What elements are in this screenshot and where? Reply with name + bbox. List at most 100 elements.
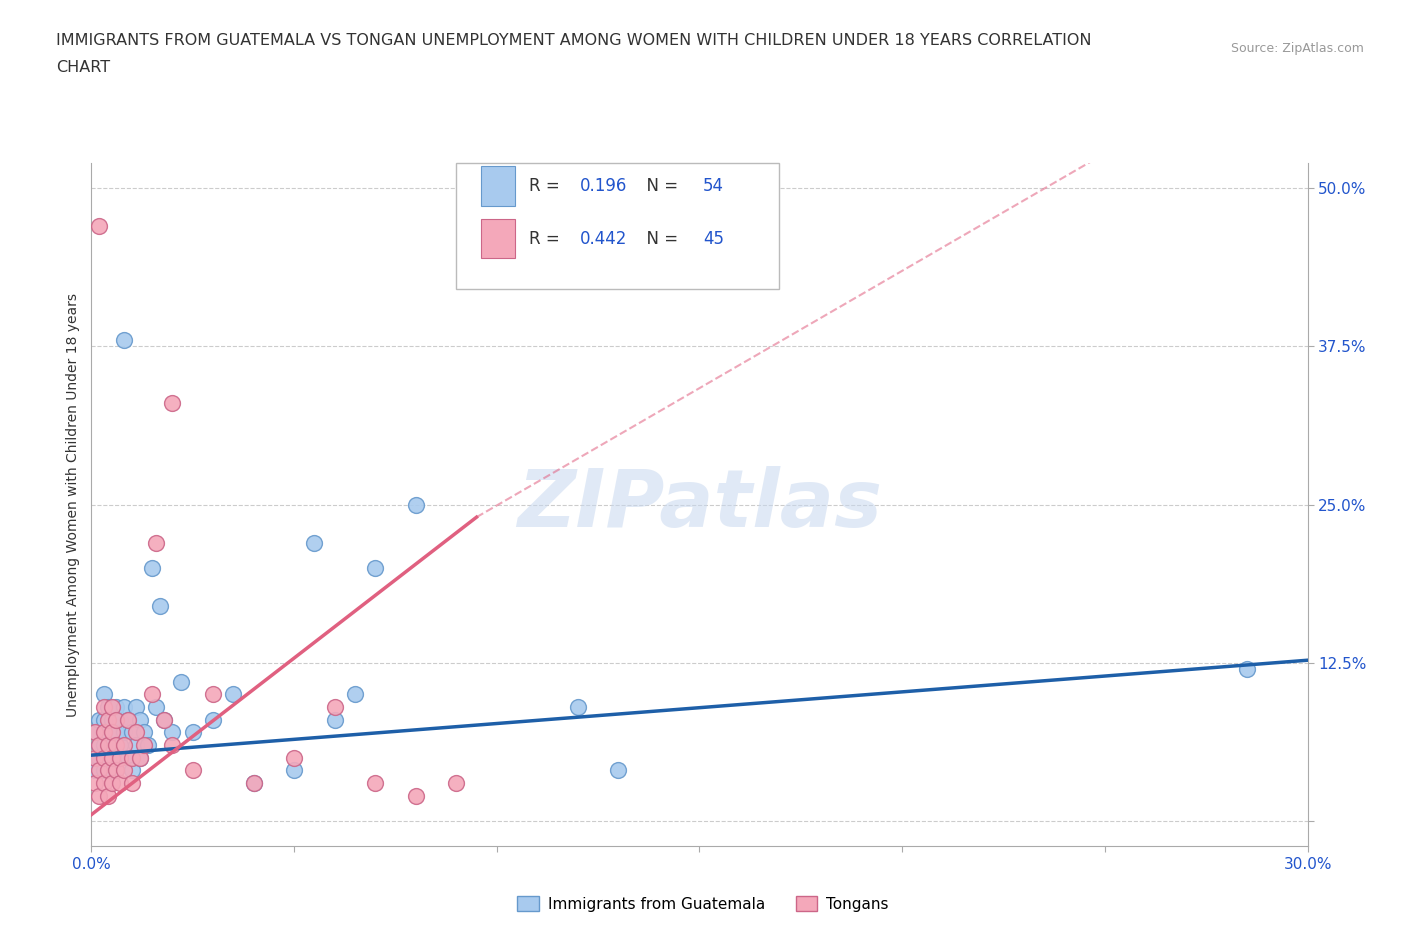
Point	[89, 712, 111, 727]
Text: 54: 54	[703, 177, 724, 195]
Point	[89, 751, 111, 765]
Point	[129, 751, 152, 765]
Point	[117, 712, 139, 727]
Point	[567, 699, 589, 714]
Text: IMMIGRANTS FROM GUATEMALA VS TONGAN UNEMPLOYMENT AMONG WOMEN WITH CHILDREN UNDER: IMMIGRANTS FROM GUATEMALA VS TONGAN UNEM…	[56, 33, 1091, 47]
Point	[104, 699, 127, 714]
Point	[100, 751, 122, 765]
Point	[283, 751, 305, 765]
Point	[304, 535, 326, 550]
Point	[283, 763, 305, 777]
Point	[89, 763, 111, 777]
Point	[84, 725, 107, 740]
Point	[84, 776, 107, 790]
Point	[89, 737, 111, 752]
Y-axis label: Unemployment Among Women with Children Under 18 years: Unemployment Among Women with Children U…	[66, 293, 80, 716]
Point	[84, 725, 107, 740]
Point	[100, 737, 122, 752]
Point	[117, 751, 139, 765]
Text: 0.196: 0.196	[581, 177, 627, 195]
Point	[100, 725, 122, 740]
Point	[89, 789, 111, 804]
Point	[108, 751, 131, 765]
Point	[97, 699, 120, 714]
Point	[89, 737, 111, 752]
Point	[104, 763, 127, 777]
Point	[136, 737, 159, 752]
Point	[97, 725, 120, 740]
Point	[132, 725, 155, 740]
Point	[100, 751, 122, 765]
Point	[153, 712, 176, 727]
Point	[121, 725, 143, 740]
Point	[93, 712, 115, 727]
Text: 0.442: 0.442	[581, 230, 627, 247]
Text: R =: R =	[529, 177, 565, 195]
Point	[169, 674, 191, 689]
Point	[162, 396, 184, 411]
Point	[108, 712, 131, 727]
Point	[1236, 661, 1258, 676]
Legend: Immigrants from Guatemala, Tongans: Immigrants from Guatemala, Tongans	[512, 889, 894, 918]
Point	[100, 712, 122, 727]
Point	[84, 763, 107, 777]
Text: N =: N =	[637, 230, 683, 247]
Text: CHART: CHART	[56, 60, 110, 75]
Point	[364, 561, 387, 576]
FancyBboxPatch shape	[481, 219, 515, 259]
Text: 45: 45	[703, 230, 724, 247]
Point	[125, 699, 148, 714]
Point	[97, 763, 120, 777]
Point	[100, 763, 122, 777]
Point	[202, 712, 225, 727]
Point	[141, 687, 163, 702]
Point	[141, 561, 163, 576]
Point	[323, 712, 346, 727]
Point	[104, 763, 127, 777]
Point	[607, 763, 630, 777]
Point	[112, 763, 135, 777]
Point	[97, 712, 120, 727]
Point	[121, 763, 143, 777]
Point	[181, 763, 204, 777]
Point	[149, 598, 172, 613]
Point	[97, 751, 120, 765]
Point	[93, 751, 115, 765]
Text: R =: R =	[529, 230, 565, 247]
Point	[153, 712, 176, 727]
Point	[100, 699, 122, 714]
FancyBboxPatch shape	[456, 163, 779, 289]
Point	[405, 498, 427, 512]
Point	[108, 751, 131, 765]
Point	[104, 737, 127, 752]
Point	[108, 776, 131, 790]
Point	[242, 776, 264, 790]
Point	[145, 535, 167, 550]
Point	[129, 751, 152, 765]
Point	[121, 751, 143, 765]
Point	[202, 687, 225, 702]
Point	[242, 776, 264, 790]
Point	[112, 737, 135, 752]
Point	[89, 219, 111, 233]
Point	[93, 699, 115, 714]
Point	[84, 751, 107, 765]
Point	[121, 776, 143, 790]
Point	[364, 776, 387, 790]
Point	[162, 737, 184, 752]
Point	[104, 712, 127, 727]
Point	[112, 725, 135, 740]
Point	[93, 763, 115, 777]
Point	[97, 737, 120, 752]
Point	[222, 687, 245, 702]
Point	[405, 789, 427, 804]
Text: ZIPatlas: ZIPatlas	[517, 466, 882, 543]
Text: Source: ZipAtlas.com: Source: ZipAtlas.com	[1230, 42, 1364, 55]
Point	[93, 776, 115, 790]
Point	[93, 725, 115, 740]
Point	[97, 789, 120, 804]
Point	[129, 712, 152, 727]
Point	[444, 776, 467, 790]
Point	[117, 712, 139, 727]
Point	[93, 687, 115, 702]
